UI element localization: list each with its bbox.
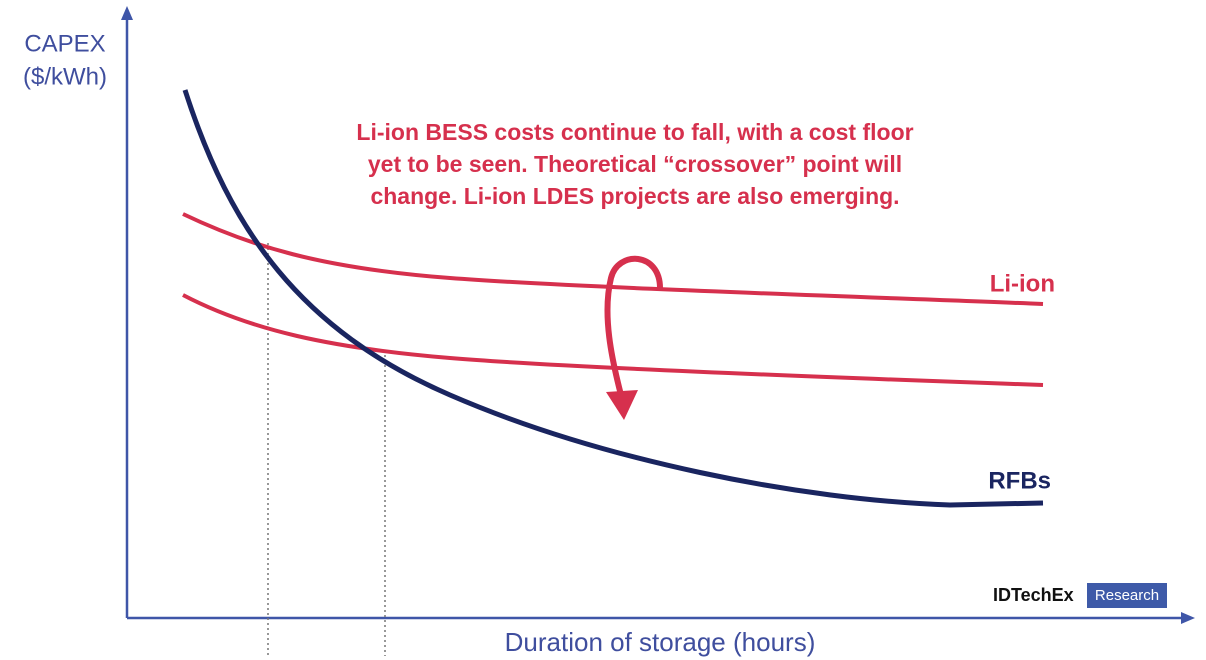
logo-tag: Research bbox=[1095, 587, 1159, 604]
annotation: change. Li-ion LDES projects are also em… bbox=[370, 183, 899, 209]
y-axis-label: CAPEX bbox=[24, 30, 105, 57]
x-axis-label: Duration of storage (hours) bbox=[505, 627, 816, 657]
li-ion-curve-lower bbox=[182, 293, 1044, 387]
y-axis-label: ($/kWh) bbox=[23, 63, 107, 90]
shift-arrow-head bbox=[606, 390, 638, 420]
logo-badge bbox=[1087, 583, 1167, 608]
annotation: yet to be seen. Theoretical “crossover” … bbox=[368, 151, 902, 177]
logo-name: IDTechEx bbox=[993, 585, 1074, 605]
curve-label: RFBs bbox=[988, 467, 1051, 494]
curve-label: Li-ion bbox=[990, 270, 1055, 297]
y-axis-arrow bbox=[121, 6, 133, 20]
annotation: Li-ion BESS costs continue to fall, with… bbox=[356, 119, 913, 145]
li-ion-curve bbox=[182, 212, 1044, 306]
shift-arrow bbox=[604, 255, 663, 396]
rfb-curve bbox=[182, 89, 1044, 508]
x-axis-arrow bbox=[1181, 612, 1195, 624]
